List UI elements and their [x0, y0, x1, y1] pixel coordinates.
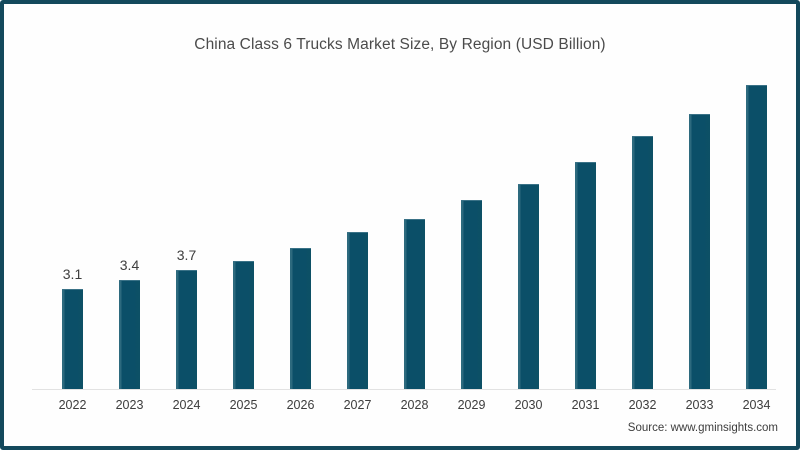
chart-title: China Class 6 Trucks Market Size, By Reg…	[194, 36, 606, 53]
x-axis-label: 2025	[229, 398, 258, 412]
bar	[233, 260, 254, 389]
bar	[575, 161, 596, 389]
x-axis-tick-labels: 2022 2023 2024 2025 2026 2027 2028 2029 2030 2031…	[32, 398, 776, 418]
bar	[632, 136, 653, 389]
bar-group: 3.4	[101, 64, 158, 389]
bar-group	[671, 64, 728, 389]
x-axis-label: 2024	[172, 398, 201, 412]
x-axis-label: 2023	[115, 398, 144, 412]
bar-group	[272, 64, 329, 389]
x-axis-label: 2031	[571, 398, 600, 412]
bar-group	[329, 64, 386, 389]
bar	[404, 219, 425, 389]
bar	[461, 200, 482, 389]
x-axis-label: 2034	[742, 398, 771, 412]
bar-group	[500, 64, 557, 389]
x-axis-label: 2032	[628, 398, 657, 412]
plot-area: 3.1 3.4 3.7	[32, 64, 776, 389]
bar-value-label: 3.1	[62, 266, 83, 283]
bar-group	[728, 64, 785, 389]
bar-group	[557, 64, 614, 389]
bar	[746, 85, 767, 389]
bar	[62, 289, 83, 389]
bar	[689, 113, 710, 389]
bar	[290, 247, 311, 389]
x-axis-label: 2029	[457, 398, 486, 412]
bar	[176, 270, 197, 389]
x-axis-label: 2027	[343, 398, 372, 412]
x-axis-line	[32, 389, 776, 390]
x-axis-label: 2022	[58, 398, 87, 412]
bar-group	[386, 64, 443, 389]
bar-group	[614, 64, 671, 389]
source-attribution: Source: www.gminsights.com	[627, 422, 778, 434]
bar-value-label: 3.7	[176, 247, 197, 264]
bar	[119, 279, 140, 389]
bar-group	[215, 64, 272, 389]
bar-group: 3.1	[44, 64, 101, 389]
x-axis-label: 2030	[514, 398, 543, 412]
bar-value-label: 3.4	[119, 256, 140, 273]
bar-group	[443, 64, 500, 389]
bar-group: 3.7	[158, 64, 215, 389]
bar	[347, 231, 368, 389]
bar-series: 3.1 3.4 3.7	[32, 64, 776, 389]
x-axis-label: 2026	[286, 398, 315, 412]
x-axis-label: 2033	[685, 398, 714, 412]
x-axis-label: 2028	[400, 398, 429, 412]
bar	[518, 184, 539, 389]
